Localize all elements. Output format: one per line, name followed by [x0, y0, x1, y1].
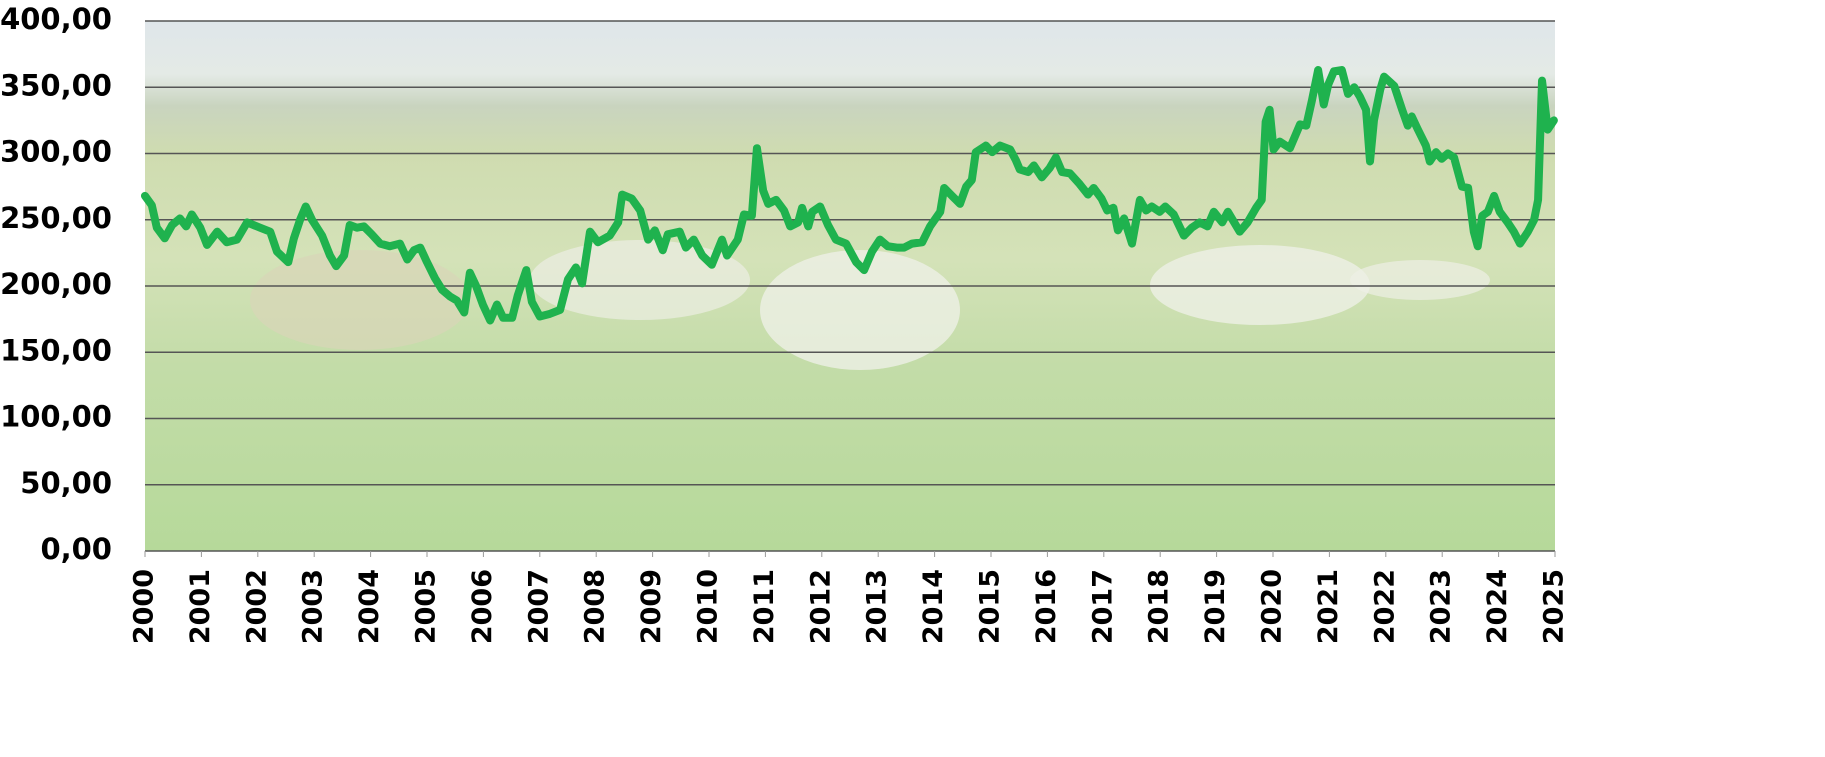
cow: [250, 250, 470, 350]
cow: [760, 250, 960, 370]
cow: [1150, 245, 1370, 325]
x-tick-label: 2021: [1313, 569, 1344, 644]
x-tick-label: 2015: [975, 569, 1006, 644]
x-tick-label: 2010: [693, 569, 724, 644]
y-tick-label: 50,00: [20, 466, 112, 500]
x-tick-label: 2018: [1144, 569, 1175, 644]
x-tick-label: 2004: [354, 569, 385, 644]
x-tick-label: 2008: [580, 569, 611, 644]
x-tick-label: 2012: [805, 569, 836, 644]
x-tick-label: 2002: [241, 569, 272, 644]
x-tick-label: 2019: [1200, 569, 1231, 644]
y-tick-label: 200,00: [0, 267, 112, 301]
x-tick-label: 2006: [467, 569, 498, 644]
x-tick-label: 2025: [1539, 569, 1570, 644]
x-tick-label: 2011: [749, 569, 780, 644]
x-tick-label: 2005: [411, 569, 442, 644]
y-tick-label: 300,00: [0, 135, 112, 169]
x-tick-label: 2020: [1257, 569, 1288, 644]
price-line: [141, 66, 1558, 325]
x-tick-label: 2003: [298, 569, 329, 644]
y-tick-label: 100,00: [0, 400, 112, 434]
x-tick-label: 2013: [862, 569, 893, 644]
x-tick-label: 2009: [636, 569, 667, 644]
y-tick-label: 250,00: [0, 201, 112, 235]
x-tick-label: 2024: [1482, 569, 1513, 644]
y-tick-label: 0,00: [40, 532, 112, 566]
cow: [1350, 260, 1490, 300]
y-tick-label: 350,00: [0, 68, 112, 102]
x-tick-label: 2000: [129, 569, 160, 644]
x-tick-label: 2023: [1426, 569, 1457, 644]
x-tick-label: 2001: [185, 569, 216, 644]
x-tick-label: 2014: [918, 569, 949, 644]
x-tick-label: 2017: [1087, 569, 1118, 644]
y-tick-label: 400,00: [0, 2, 112, 36]
x-tick-label: 2016: [1031, 569, 1062, 644]
y-tick-label: 150,00: [0, 333, 112, 367]
x-tick-label: 2022: [1369, 569, 1400, 644]
x-tick-label: 2007: [523, 569, 554, 644]
